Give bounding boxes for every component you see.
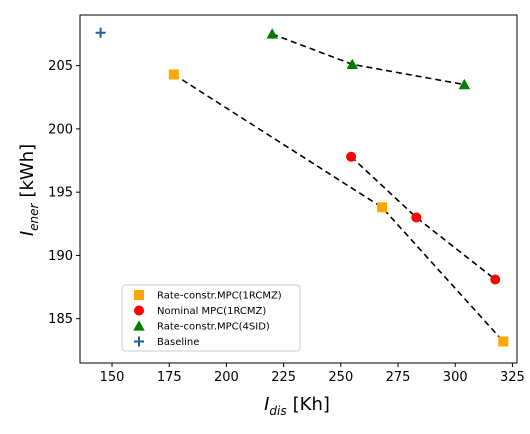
data-point-rate-constr-mpc-1rcmz	[377, 202, 388, 213]
series-line-rate-constr-mpc-4sid	[271, 33, 465, 86]
y-tick-label: 200	[48, 122, 73, 137]
x-axis-ticks: 150 175 200 225 250 275 300 325	[100, 363, 525, 385]
x-tick-label: 250	[328, 370, 353, 385]
data-point-rate-constr-mpc-4sid	[458, 78, 471, 90]
data-point-rate-constr-mpc-4sid	[266, 28, 278, 39]
x-tick-label: 300	[443, 370, 468, 385]
y-axis-label: Iener[kWh]	[17, 144, 41, 236]
data-point-baseline	[95, 27, 106, 38]
data-point-nominal-mpc-1rcmz	[346, 151, 357, 162]
legend-label-nominal-mpc-1rcmz: Nominal MPC(1RCMZ)	[157, 306, 266, 317]
plot-frame	[79, 14, 518, 364]
y-tick-label: 185	[48, 312, 73, 327]
data-point-rate-constr-mpc-4sid	[346, 58, 359, 69]
y-tick-label: 195	[48, 186, 73, 201]
x-tick-label: 150	[100, 370, 125, 385]
x-tick-label: 325	[500, 370, 525, 385]
legend: Rate-constr.MPC(1RCMZ) Nominal MPC(1RCMZ)…	[121, 284, 301, 352]
legend-items: Rate-constr.MPC(1RCMZ) Nominal MPC(1RCMZ)…	[133, 290, 282, 348]
data-point-rate-constr-mpc-1rcmz	[168, 69, 179, 80]
legend-marker-nominal-mpc-1rcmz	[134, 305, 144, 316]
data-point-nominal-mpc-1rcmz	[490, 274, 501, 285]
x-axis-label: Idis [Kh]	[264, 394, 330, 418]
y-axis-ticks: 185 190 195 200 205	[48, 59, 80, 327]
x-tick-label: 225	[271, 370, 296, 385]
legend-label-rate-constr-mpc-4sid: Rate-constr.MPC(4SID)	[157, 322, 270, 333]
series-line-rate-constr-mpc-1rcmz	[173, 73, 504, 343]
legend-label-rate-constr-mpc-1rcmz: Rate-constr.MPC(1RCMZ)	[157, 291, 282, 302]
x-tick-label: 200	[214, 370, 239, 385]
x-tick-label: 275	[386, 370, 411, 385]
series-line-nominal-mpc-1rcmz	[350, 156, 496, 281]
legend-box	[121, 284, 301, 352]
y-tick-label: 190	[48, 249, 73, 264]
data-point-nominal-mpc-1rcmz	[411, 212, 422, 223]
data-points	[95, 27, 509, 347]
x-tick-label: 175	[157, 370, 182, 385]
legend-label-baseline: Baseline	[157, 337, 199, 348]
legend-marker-rate-constr-mpc-4sid	[133, 320, 145, 331]
data-point-rate-constr-mpc-1rcmz	[498, 336, 509, 347]
legend-marker-baseline	[134, 336, 144, 347]
y-tick-label: 205	[48, 59, 73, 74]
legend-marker-rate-constr-mpc-1rcmz	[134, 290, 144, 300]
